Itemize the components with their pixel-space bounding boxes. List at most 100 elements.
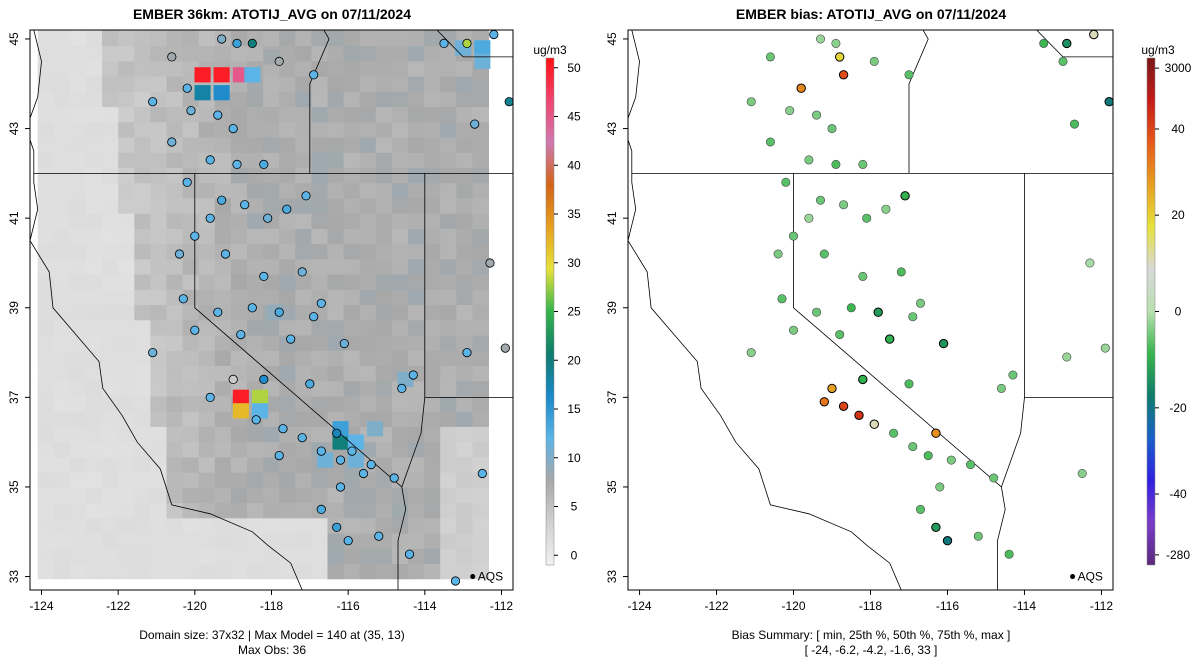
grid-cell (37, 60, 55, 77)
grid-cell (53, 243, 71, 260)
grid-cell (440, 45, 457, 62)
grid-cell (182, 472, 200, 488)
grid-cell (456, 517, 473, 534)
grid-cell (311, 258, 328, 275)
grid-cell (408, 30, 425, 47)
grid-cell (166, 472, 184, 488)
grid-cell (295, 198, 312, 214)
grid-cell (37, 45, 55, 62)
grid-cell (408, 289, 425, 306)
grid-cell (391, 274, 409, 290)
grid-cell (456, 396, 473, 412)
grid-cell (311, 121, 328, 138)
grid-cell (263, 350, 280, 366)
grid-cell (230, 228, 248, 245)
highlight-grid-cell (347, 452, 364, 468)
grid-cell (182, 258, 200, 275)
grid-cell (327, 548, 345, 564)
grid-cell (102, 563, 119, 580)
highlight-grid-cell (252, 389, 269, 405)
grid-cell (263, 426, 280, 443)
grid-cell (408, 533, 425, 549)
bias-observation-point (1070, 119, 1080, 129)
grid-cell (424, 335, 441, 351)
grid-cell (359, 30, 377, 47)
grid-cell (375, 198, 393, 214)
bias-observation-point (788, 231, 798, 241)
bias-observation-point (946, 455, 956, 465)
grid-cell (456, 411, 473, 427)
grid-cell (343, 30, 361, 47)
grid-cell (440, 289, 457, 306)
grid-cell (102, 213, 119, 229)
grid-cell (182, 335, 200, 351)
observation-point (182, 83, 192, 93)
grid-cell (247, 289, 264, 306)
grid-cell (150, 137, 167, 153)
grid-cell (198, 30, 216, 47)
grid-cell (424, 441, 441, 458)
right-y-tick-label: 45 (605, 32, 619, 46)
observation-point (213, 307, 223, 317)
grid-cell (327, 152, 345, 168)
grid-cell (456, 167, 473, 184)
left-y-tick-label: 39 (7, 301, 21, 315)
grid-cell (295, 456, 312, 473)
grid-cell (375, 243, 393, 260)
grid-cell (295, 517, 312, 534)
grid-cell (391, 121, 409, 138)
grid-cell (134, 198, 151, 214)
grid-cell (69, 167, 87, 184)
grid-cell (456, 426, 473, 443)
grid-cell (86, 335, 103, 351)
left-state-border (401, 173, 426, 488)
right-x-axis: -124 -122 -120 -118 -116 -114 -112 (628, 590, 1113, 613)
grid-cell (343, 243, 361, 260)
grid-cell (327, 365, 345, 382)
grid-cell (102, 533, 119, 549)
grid-cell (230, 548, 248, 564)
grid-cell (263, 167, 280, 184)
observation-point (374, 531, 384, 541)
observation-point (297, 433, 307, 443)
grid-cell (53, 228, 71, 245)
grid-cell (279, 319, 296, 336)
grid-cell (134, 304, 151, 321)
right-y-tick-label: 33 (605, 570, 619, 584)
grid-cell (359, 243, 377, 260)
grid-cell (359, 396, 377, 412)
grid-cell (359, 533, 377, 549)
grid-cell (134, 121, 151, 138)
grid-cell (327, 258, 345, 275)
grid-cell (53, 319, 71, 336)
left-colorbar-tick-label: 30 (567, 256, 581, 270)
grid-cell (359, 274, 377, 290)
bias-observation-point (854, 410, 864, 420)
grid-cell (424, 411, 441, 427)
grid-cell (295, 533, 312, 549)
grid-cell (311, 228, 328, 245)
grid-cell (214, 563, 232, 580)
bias-observation-point (777, 294, 787, 304)
grid-cell (456, 487, 473, 504)
grid-cell (279, 365, 296, 382)
grid-cell (343, 198, 361, 214)
grid-cell (198, 137, 216, 153)
grid-cell (150, 396, 167, 412)
grid-cell (134, 456, 151, 473)
grid-cell (102, 365, 119, 382)
grid-cell (440, 228, 457, 245)
grid-cell (279, 60, 296, 77)
grid-cell (456, 258, 473, 275)
grid-cell (150, 198, 167, 214)
bias-observation-point (873, 307, 883, 317)
bias-observation-point (1104, 97, 1113, 107)
grid-cell (69, 533, 87, 549)
left-y-tick-label: 37 (7, 390, 21, 404)
observation-point (316, 298, 326, 308)
grid-cell (440, 304, 457, 321)
grid-cell (424, 213, 441, 229)
observation-point (228, 124, 238, 134)
grid-cell (472, 167, 489, 184)
observation-point (477, 468, 487, 479)
